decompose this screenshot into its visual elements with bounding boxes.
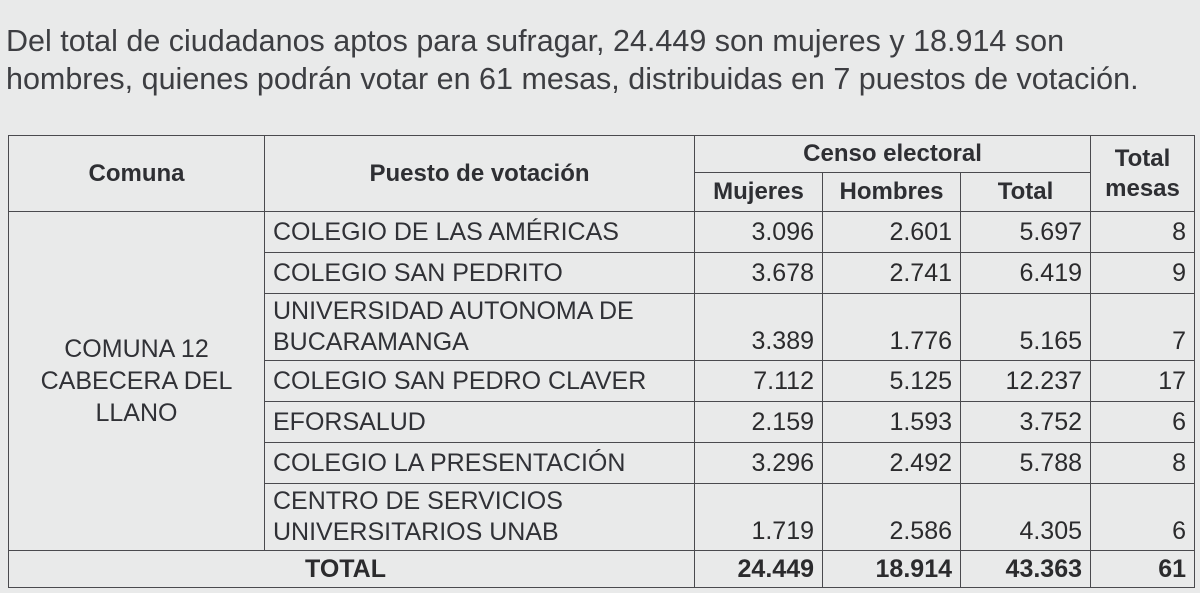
puesto-name: COLEGIO SAN PEDRO CLAVER: [264, 360, 695, 402]
hombres-value: 2.741: [822, 252, 961, 294]
puesto-name: CENTRO DE SERVICIOS UNIVERSITARIOS UNAB: [264, 483, 695, 551]
totals-mujeres: 24.449: [694, 550, 823, 588]
table-row: UNIVERSIDAD AUTONOMA DE BUCARAMANGA 3.38…: [9, 293, 1196, 361]
puesto-name: EFORSALUD: [264, 401, 695, 443]
mujeres-value: 7.112: [694, 360, 823, 402]
table-row: COMUNA 12 CABECERA DEL LLANO COLEGIO DE …: [8, 211, 1196, 551]
total-value: 4.305: [959, 483, 1092, 551]
mujeres-value: 3.096: [694, 211, 823, 253]
totals-hombres: 18.914: [822, 550, 961, 588]
totals-mesas: 61: [1090, 550, 1196, 588]
hombres-value: 5.125: [822, 360, 961, 402]
mesas-value: 17: [1090, 360, 1196, 402]
puesto-name: UNIVERSIDAD AUTONOMA DE BUCARAMANGA: [264, 293, 695, 361]
header-mujeres: Mujeres: [694, 172, 823, 212]
hombres-value: 1.776: [822, 293, 961, 361]
hombres-value: 2.586: [822, 483, 961, 551]
total-value: 3.752: [959, 401, 1092, 443]
hombres-value: 2.492: [822, 442, 961, 484]
table-row: COLEGIO LA PRESENTACIÓN 3.296 2.492 5.78…: [9, 442, 1196, 484]
mesas-value: 8: [1090, 442, 1196, 484]
table-row: EFORSALUD 2.159 1.593 3.752 6: [9, 401, 1196, 443]
header-puesto: Puesto de votación: [264, 135, 695, 212]
mesas-value: 6: [1090, 401, 1196, 443]
mesas-value: 9: [1090, 252, 1196, 294]
mujeres-value: 3.389: [694, 293, 823, 361]
intro-line-2: hombres, quienes podrán votar en 61 mesa…: [6, 62, 1139, 96]
hombres-value: 2.601: [822, 211, 961, 253]
table-row: CENTRO DE SERVICIOS UNIVERSITARIOS UNAB …: [9, 483, 1196, 551]
header-comuna: Comuna: [8, 135, 265, 212]
mujeres-value: 2.159: [694, 401, 823, 443]
puesto-name: COLEGIO SAN PEDRITO: [264, 252, 695, 294]
mesas-value: 7: [1090, 293, 1196, 361]
header-hombres: Hombres: [822, 172, 961, 212]
mujeres-value: 1.719: [694, 483, 823, 551]
total-value: 5.788: [959, 442, 1092, 484]
hombres-value: 1.593: [822, 401, 961, 443]
census-table-container: Comuna Puesto de votación Censo electora…: [8, 135, 1196, 588]
total-value: 12.237: [959, 360, 1092, 402]
comuna-cell: COMUNA 12 CABECERA DEL LLANO: [8, 211, 265, 551]
mesas-value: 8: [1090, 211, 1196, 253]
census-table: Comuna Puesto de votación Censo electora…: [8, 135, 1196, 588]
totals-row: TOTAL 24.449 18.914 43.363 61: [8, 550, 1196, 588]
mesas-value: 6: [1090, 483, 1196, 551]
total-value: 5.697: [959, 211, 1092, 253]
mujeres-value: 3.678: [694, 252, 823, 294]
total-value: 5.165: [959, 293, 1092, 361]
header-total: Total: [959, 172, 1092, 212]
header-censo-electoral: Censo electoral: [693, 135, 1092, 173]
totals-label: TOTAL: [8, 550, 695, 588]
total-value: 6.419: [959, 252, 1092, 294]
intro-paragraph: Del total de ciudadanos aptos para sufra…: [6, 22, 1200, 98]
puesto-name: COLEGIO LA PRESENTACIÓN: [264, 442, 695, 484]
totals-total: 43.363: [959, 550, 1092, 588]
mujeres-value: 3.296: [694, 442, 823, 484]
header-total-mesas: Total mesas: [1090, 135, 1196, 212]
intro-line-1: Del total de ciudadanos aptos para sufra…: [6, 24, 1065, 58]
puesto-name: COLEGIO DE LAS AMÉRICAS: [264, 211, 695, 253]
